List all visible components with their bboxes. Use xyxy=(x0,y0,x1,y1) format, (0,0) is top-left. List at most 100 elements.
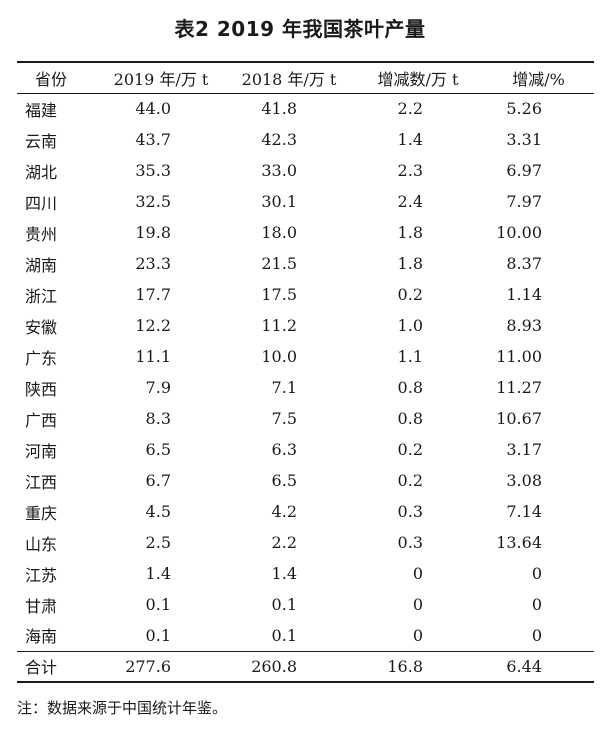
table-row: 甘肃 0.1 0.1 0 0 xyxy=(17,589,594,620)
cell-change-amount: 0.8 xyxy=(397,378,423,397)
cell-change-amount: 0 xyxy=(412,564,423,583)
total-label: 合计 xyxy=(17,650,97,683)
cell-province: 广东 xyxy=(25,348,58,368)
cell-2019: 2.5 xyxy=(145,533,171,552)
cell-change-percent: 11.27 xyxy=(496,378,542,397)
cell-change-amount: 2.3 xyxy=(397,161,423,180)
cell-2018: 41.8 xyxy=(261,99,297,119)
cell-2019: 32.5 xyxy=(135,192,171,211)
cell-change-amount: 0.2 xyxy=(397,440,423,459)
cell-change-percent: 0 xyxy=(531,625,542,645)
cell-2018: 11.2 xyxy=(261,316,297,335)
table-row: 江苏 1.4 1.4 0 0 xyxy=(17,558,594,589)
header-change-percent: 增减/% xyxy=(483,61,594,94)
cell-change-amount: 0.3 xyxy=(397,533,423,552)
table-row: 广东 11.1 10.0 1.1 11.00 xyxy=(17,341,594,372)
cell-2019: 19.8 xyxy=(135,223,171,242)
cell-2018: 2.2 xyxy=(271,533,297,552)
cell-province: 重庆 xyxy=(25,503,58,523)
cell-province: 贵州 xyxy=(25,224,58,244)
cell-province: 海南 xyxy=(25,627,58,647)
cell-2019: 0.1 xyxy=(145,625,171,645)
table-row: 安徽 12.2 11.2 1.0 8.93 xyxy=(17,310,594,341)
cell-change-percent: 6.97 xyxy=(506,161,542,180)
cell-2019: 1.4 xyxy=(145,564,171,583)
cell-2018: 0.1 xyxy=(271,625,297,645)
cell-change-percent: 10.67 xyxy=(496,409,542,428)
cell-change-percent: 0 xyxy=(531,595,542,614)
cell-2019: 8.3 xyxy=(145,409,171,428)
cell-change-percent: 13.64 xyxy=(496,533,542,552)
cell-change-amount: 2.4 xyxy=(397,192,423,211)
total-2018: 260.8 xyxy=(225,650,353,683)
total-change-amount: 16.8 xyxy=(353,650,483,683)
cell-province: 江苏 xyxy=(25,565,58,585)
cell-province: 广西 xyxy=(25,410,58,430)
cell-change-percent: 11.00 xyxy=(496,347,542,366)
cell-change-percent: 7.97 xyxy=(506,192,542,211)
header-change-amount: 增减数/万 t xyxy=(353,61,483,94)
header-2019: 2019 年/万 t xyxy=(97,61,225,94)
cell-2018: 7.5 xyxy=(271,409,297,428)
cell-province: 山东 xyxy=(25,534,58,554)
cell-province: 湖北 xyxy=(25,162,58,182)
cell-2018: 6.3 xyxy=(271,440,297,459)
table-row: 福建 44.0 41.8 2.2 5.26 xyxy=(17,93,594,124)
cell-province: 福建 xyxy=(25,100,58,120)
cell-change-amount: 0 xyxy=(412,625,423,645)
table-row: 广西 8.3 7.5 0.8 10.67 xyxy=(17,403,594,434)
table-row: 云南 43.7 42.3 1.4 3.31 xyxy=(17,124,594,155)
cell-change-amount: 0.2 xyxy=(397,285,423,304)
table-row: 湖北 35.3 33.0 2.3 6.97 xyxy=(17,155,594,186)
cell-2019: 12.2 xyxy=(135,316,171,335)
cell-2019: 0.1 xyxy=(145,595,171,614)
cell-province: 湖南 xyxy=(25,255,58,275)
cell-2018: 21.5 xyxy=(261,254,297,273)
cell-2019: 23.3 xyxy=(135,254,171,273)
table-row: 江西 6.7 6.5 0.2 3.08 xyxy=(17,465,594,496)
cell-change-percent: 10.00 xyxy=(496,223,542,242)
cell-2019: 35.3 xyxy=(135,161,171,180)
cell-2018: 4.2 xyxy=(271,502,297,521)
table-row: 贵州 19.8 18.0 1.8 10.00 xyxy=(17,217,594,248)
tea-production-table: 省份 2019 年/万 t 2018 年/万 t 增减数/万 t 增减/% 福建… xyxy=(17,61,594,683)
cell-2018: 1.4 xyxy=(271,564,297,583)
cell-2018: 33.0 xyxy=(261,161,297,180)
table-row: 四川 32.5 30.1 2.4 7.97 xyxy=(17,186,594,217)
table-body: 福建 44.0 41.8 2.2 5.26 云南 43.7 42.3 1.4 3.31 湖北 35.3… xyxy=(17,93,594,651)
cell-change-amount: 1.0 xyxy=(397,316,423,335)
cell-province: 河南 xyxy=(25,441,58,461)
cell-2019: 6.7 xyxy=(145,471,171,490)
cell-change-percent: 1.14 xyxy=(506,285,542,304)
cell-change-amount: 1.8 xyxy=(397,254,423,273)
cell-province: 江西 xyxy=(25,472,58,492)
cell-change-percent: 8.93 xyxy=(506,316,542,335)
cell-2018: 0.1 xyxy=(271,595,297,614)
table-row: 浙江 17.7 17.5 0.2 1.14 xyxy=(17,279,594,310)
cell-province: 浙江 xyxy=(25,286,58,306)
table-caption: 表2 2019 年我国茶叶产量 xyxy=(174,17,426,41)
cell-province: 陕西 xyxy=(25,379,58,399)
cell-2019: 44.0 xyxy=(135,99,171,119)
header-2018: 2018 年/万 t xyxy=(225,61,353,94)
table-row: 河南 6.5 6.3 0.2 3.17 xyxy=(17,434,594,465)
cell-change-percent: 0 xyxy=(531,564,542,583)
cell-2019: 7.9 xyxy=(145,378,171,397)
cell-change-amount: 1.1 xyxy=(397,347,423,366)
table-note: 注：数据来源于中国统计年鉴。 xyxy=(17,699,228,717)
table-row: 海南 0.1 0.1 0 0 xyxy=(17,620,594,651)
cell-2019: 43.7 xyxy=(135,130,171,149)
cell-2019: 6.5 xyxy=(145,440,171,459)
cell-province: 安徽 xyxy=(25,317,58,337)
table-row: 湖南 23.3 21.5 1.8 8.37 xyxy=(17,248,594,279)
cell-change-amount: 1.4 xyxy=(397,130,423,149)
cell-change-percent: 3.17 xyxy=(506,440,542,459)
cell-2019: 11.1 xyxy=(135,347,171,366)
cell-province: 四川 xyxy=(25,193,58,213)
total-change-percent: 6.44 xyxy=(483,650,594,683)
cell-2018: 10.0 xyxy=(261,347,297,366)
table-row: 重庆 4.5 4.2 0.3 7.14 xyxy=(17,496,594,527)
cell-2018: 18.0 xyxy=(261,223,297,242)
cell-change-amount: 2.2 xyxy=(397,99,423,119)
cell-change-percent: 3.31 xyxy=(506,130,542,149)
